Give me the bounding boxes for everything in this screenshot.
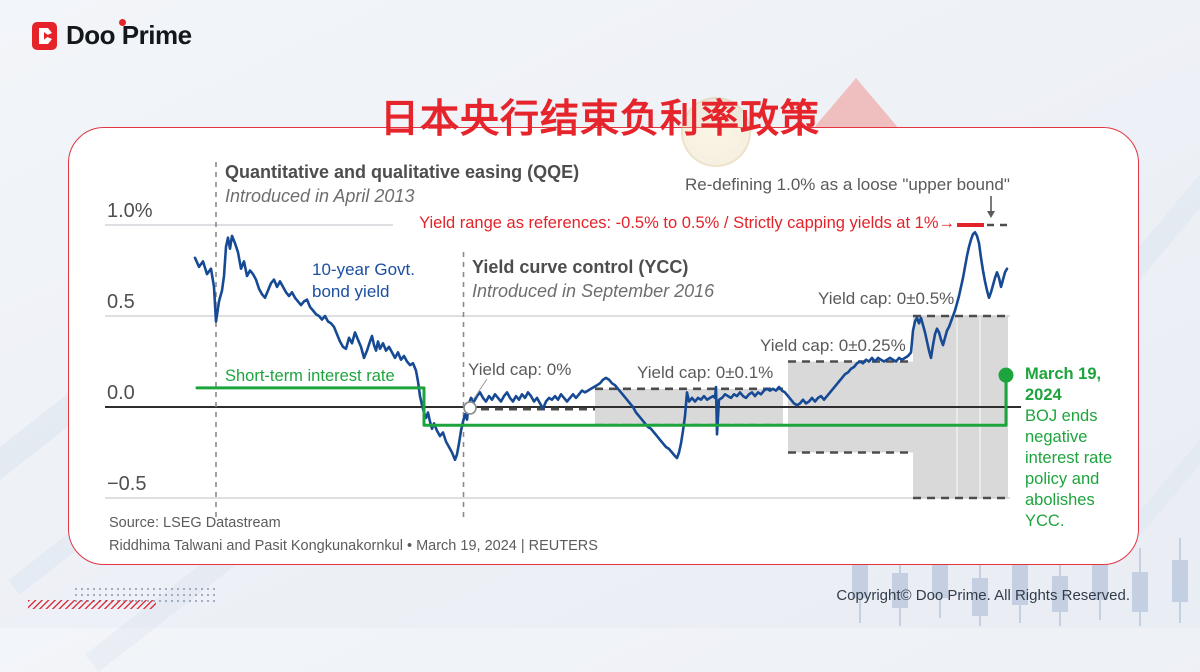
triangle-decoration	[812, 78, 900, 130]
logo-wordmark: Doo Prime	[66, 20, 192, 50]
page: { "header": { "logo_text": "Doo Prime", …	[0, 0, 1200, 628]
red-hatch-decoration	[28, 600, 156, 609]
coin-decoration	[681, 97, 751, 167]
byline: Riddhima Talwani and Pasit Kongkunakornk…	[109, 538, 598, 554]
doo-prime-logo-icon	[32, 21, 57, 50]
doo-prime-logo: Doo Prime	[32, 19, 192, 51]
chart-card: Source: LSEG Datastream Riddhima Talwani…	[68, 127, 1139, 565]
page-title: 日本央行结束负利率政策	[379, 97, 820, 143]
copyright-text: Copyright© Doo Prime. All Rights Reserve…	[836, 587, 1130, 604]
source-note: Source: LSEG Datastream	[109, 515, 281, 531]
halftone-dots-decoration	[73, 586, 219, 604]
logo-dot	[119, 19, 126, 26]
